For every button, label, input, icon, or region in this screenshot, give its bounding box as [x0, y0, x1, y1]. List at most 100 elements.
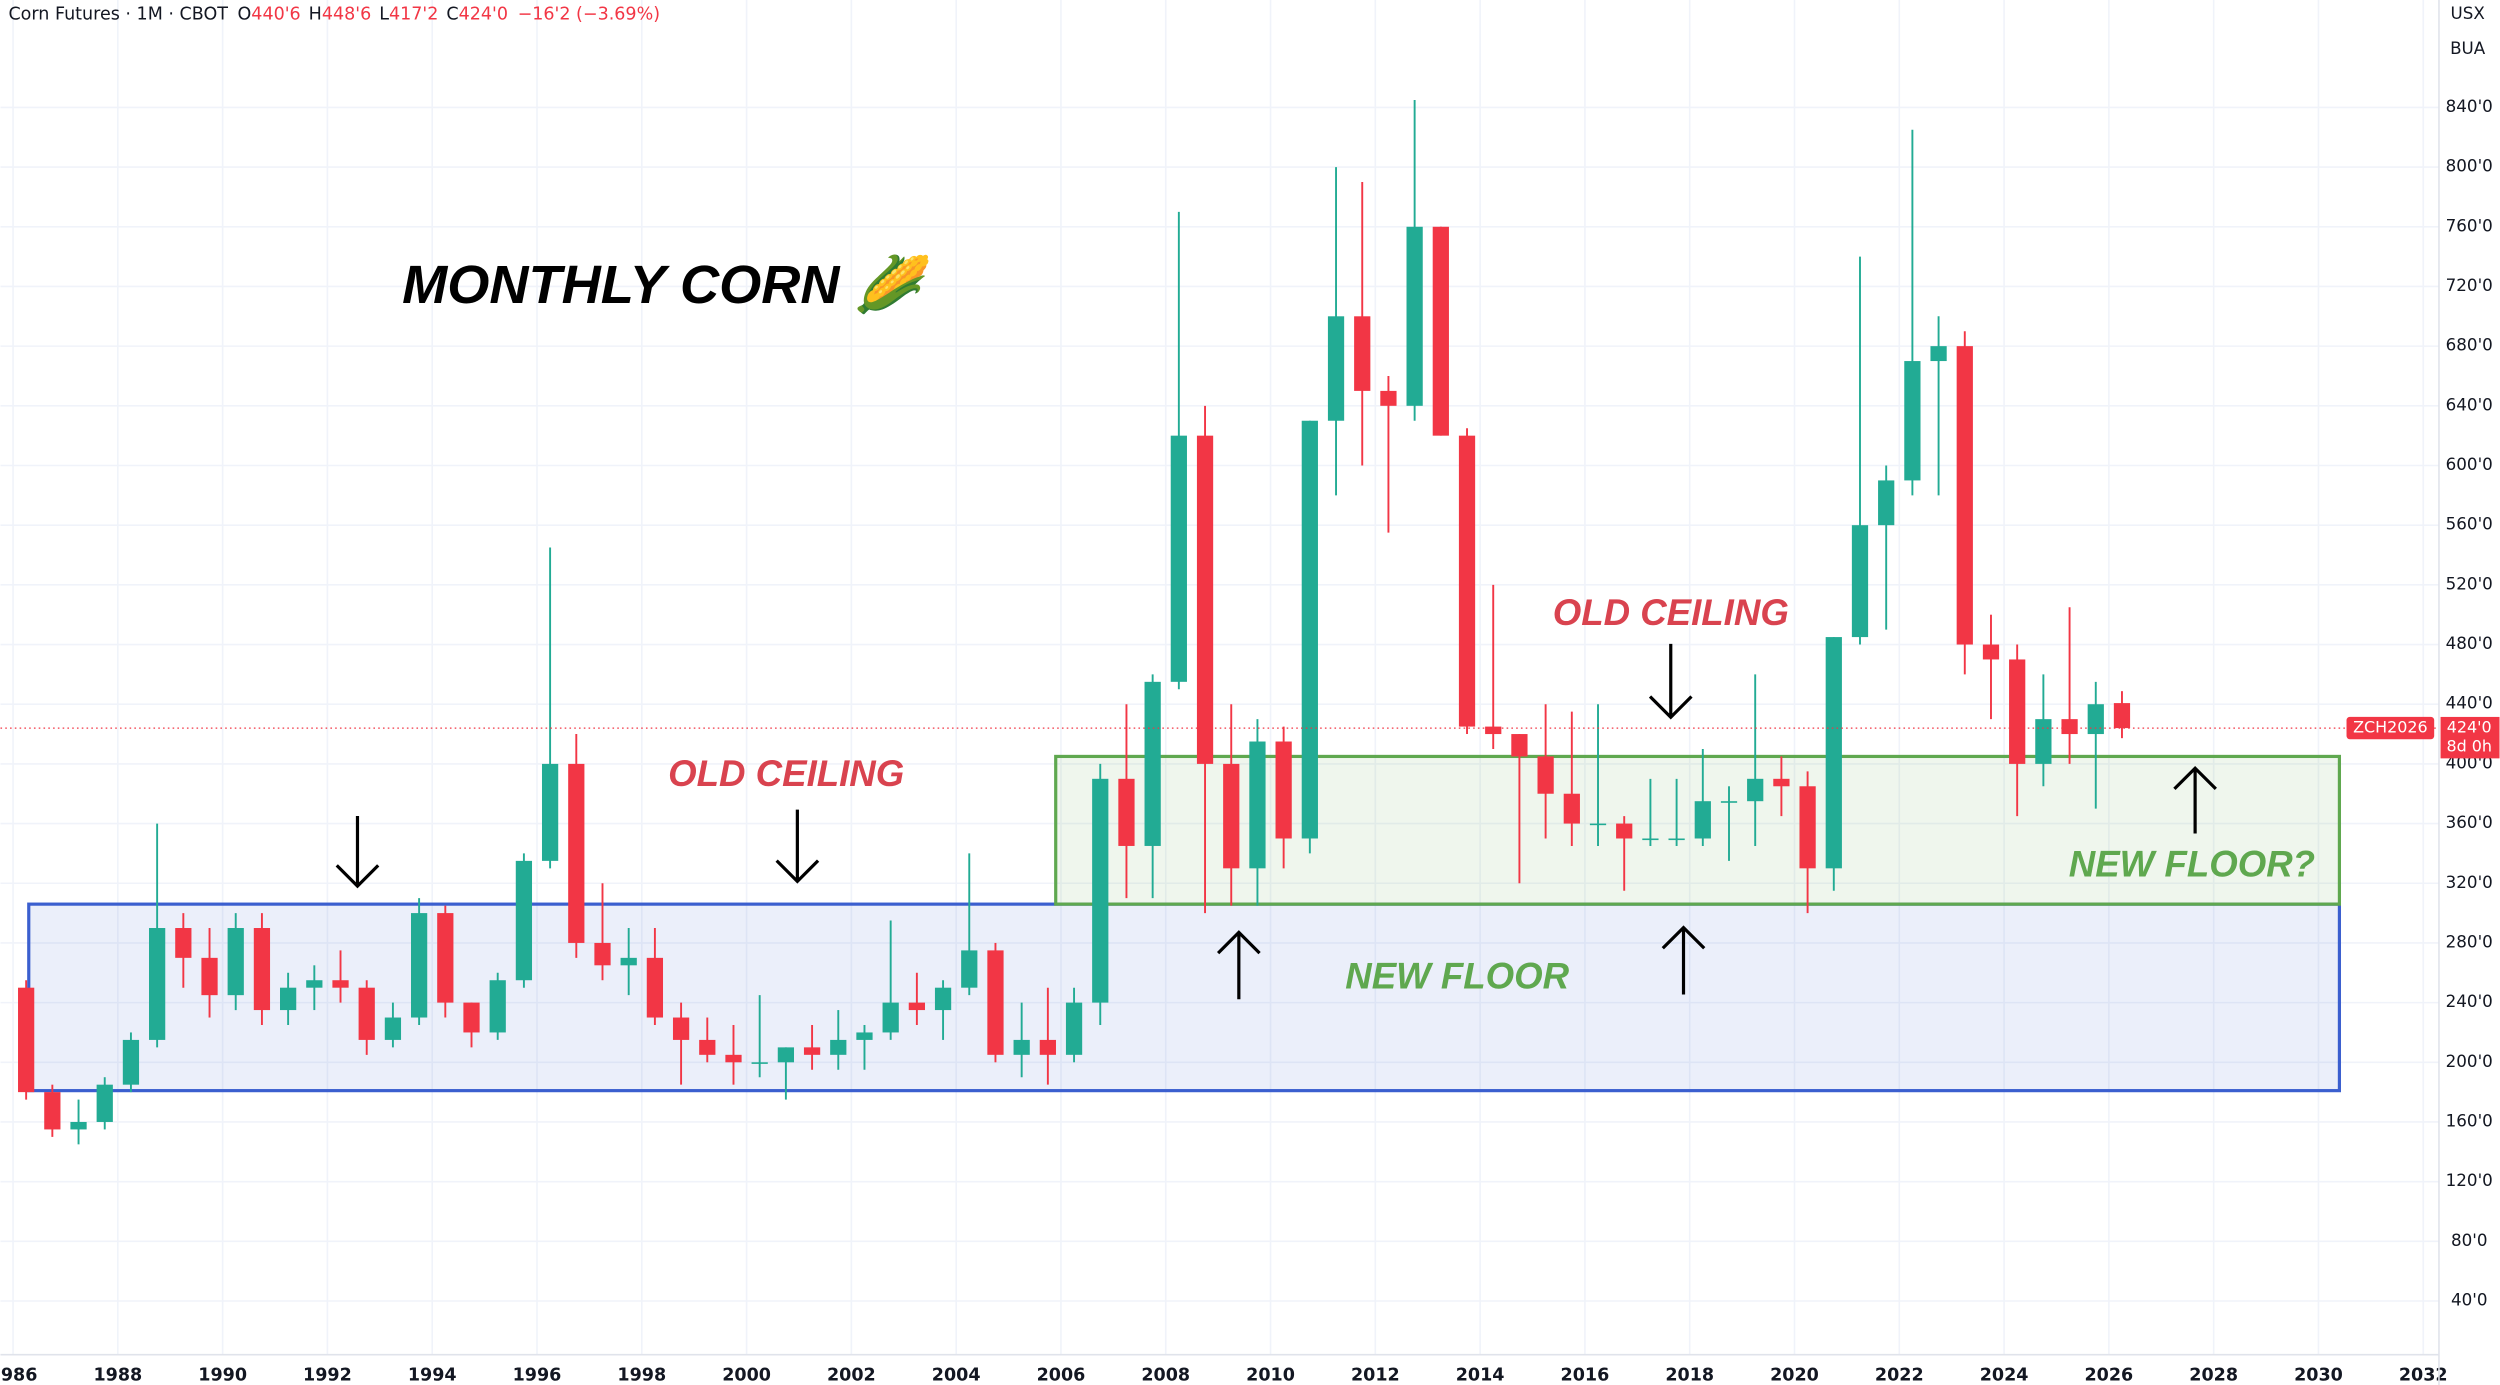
candle-body	[463, 1002, 480, 1033]
ohlc-key: H	[309, 4, 322, 24]
candle-body	[437, 913, 454, 1003]
candle-body	[18, 987, 35, 1093]
candle-body	[2087, 704, 2104, 735]
unit: BUA	[2450, 38, 2486, 58]
annotation: NEW FLOOR?	[2069, 844, 2315, 885]
x-tick-label: 1986	[0, 1365, 37, 1385]
candle-body	[777, 1047, 795, 1063]
x-tick-label: 2016	[1561, 1365, 1610, 1385]
candle-body	[2035, 719, 2052, 764]
candle-body	[541, 763, 559, 861]
candle-body	[1406, 226, 1423, 406]
price-tag-price: 424'0	[2447, 718, 2492, 737]
annotation: NEW FLOOR	[1345, 955, 1569, 996]
candle-body	[908, 1002, 925, 1011]
candle-body	[1013, 1039, 1030, 1055]
x-tick-label: 2018	[1665, 1365, 1714, 1385]
candle-body	[1878, 480, 1895, 526]
candle-body	[306, 980, 323, 988]
symbol: Corn Futures · 1M · CBOT	[8, 4, 228, 24]
currency: USX	[2450, 3, 2484, 23]
candle-body	[1249, 741, 1266, 869]
candle-body	[1642, 838, 1659, 841]
y-tick-label: 840'0	[2446, 96, 2493, 116]
candle-body	[856, 1032, 873, 1040]
y-tick-label: 760'0	[2446, 215, 2493, 235]
y-tick-label: 800'0	[2446, 156, 2493, 176]
x-tick-label: 2014	[1456, 1365, 1505, 1385]
candle-body	[44, 1092, 61, 1130]
candle-body	[1065, 1002, 1083, 1055]
candle-body	[1223, 763, 1240, 869]
candle-body	[1196, 435, 1214, 764]
candle-body	[1982, 644, 2000, 660]
x-tick-label: 1998	[617, 1365, 666, 1385]
y-tick-label: 160'0	[2446, 1110, 2493, 1130]
candle-body	[1354, 316, 1371, 391]
candle-body	[253, 928, 271, 1011]
candle-body	[1930, 346, 1947, 362]
candle-body	[1563, 793, 1580, 824]
candle-body	[725, 1054, 742, 1063]
y-tick-label: 520'0	[2446, 573, 2493, 593]
candle-body	[1118, 778, 1135, 846]
candle-body	[1720, 801, 1738, 803]
candle-body	[1301, 420, 1318, 839]
arrow	[1216, 930, 1261, 1000]
x-tick-label: 2006	[1037, 1365, 1086, 1385]
candle-body	[175, 928, 192, 958]
candle-body	[1773, 778, 1790, 787]
candle-body	[830, 1039, 847, 1055]
y-tick-label: 560'0	[2446, 514, 2493, 534]
y-tick-label: 80'0	[2451, 1230, 2488, 1250]
x-tick-label: 2032	[2399, 1365, 2448, 1385]
candle-body	[1275, 741, 1292, 839]
change: −16'2 (−3.69%)	[518, 4, 660, 24]
candle-body	[882, 1002, 899, 1033]
candle-body	[672, 1017, 690, 1040]
y-tick-label: 120'0	[2446, 1170, 2493, 1190]
price-tag-bg	[2346, 716, 2435, 740]
price-tag-symbol: ZCH2026	[2353, 718, 2428, 737]
candle-body	[1904, 361, 1921, 481]
x-tick-label: 2012	[1351, 1365, 1400, 1385]
candle-body	[410, 913, 428, 1018]
y-tick-label: 680'0	[2446, 335, 2493, 355]
candle-body	[280, 987, 297, 1011]
y-tick-label: 440'0	[2446, 693, 2493, 713]
price-tag-countdown: 8d 0h	[2446, 737, 2492, 756]
candle-body	[149, 928, 166, 1040]
x-tick-label: 2004	[932, 1365, 981, 1385]
candle-body	[934, 987, 952, 1011]
candle-body	[96, 1084, 113, 1122]
candle-body	[1039, 1039, 1056, 1055]
y-tick-label: 320'0	[2446, 872, 2493, 892]
candle-body	[1799, 786, 1816, 869]
arrow	[775, 809, 820, 884]
candle-body	[332, 980, 349, 988]
candle-body	[1432, 226, 1449, 436]
candle-body	[568, 763, 585, 943]
candle-body	[646, 957, 664, 1018]
candle-body	[227, 928, 244, 996]
candle-body	[594, 942, 611, 966]
candle-body	[1825, 637, 1842, 869]
candle-body	[1851, 525, 1869, 638]
candle-body	[1327, 316, 1345, 421]
candle-body	[1616, 823, 1633, 839]
candle-body	[620, 957, 637, 966]
candle-body	[1458, 435, 1476, 727]
candle-body	[1144, 681, 1161, 846]
ohlc-value: 448'6	[322, 4, 371, 24]
y-tick-label: 480'0	[2446, 633, 2493, 653]
x-tick-label: 1994	[408, 1365, 457, 1385]
candle-body	[1380, 390, 1397, 406]
x-tick-label: 2026	[2084, 1365, 2133, 1385]
y-tick-label: 600'0	[2446, 454, 2493, 474]
candle-body	[1092, 778, 1109, 1003]
ohlc-key: L	[379, 4, 389, 24]
y-tick-label: 640'0	[2446, 394, 2493, 414]
candle-body	[1694, 801, 1711, 839]
